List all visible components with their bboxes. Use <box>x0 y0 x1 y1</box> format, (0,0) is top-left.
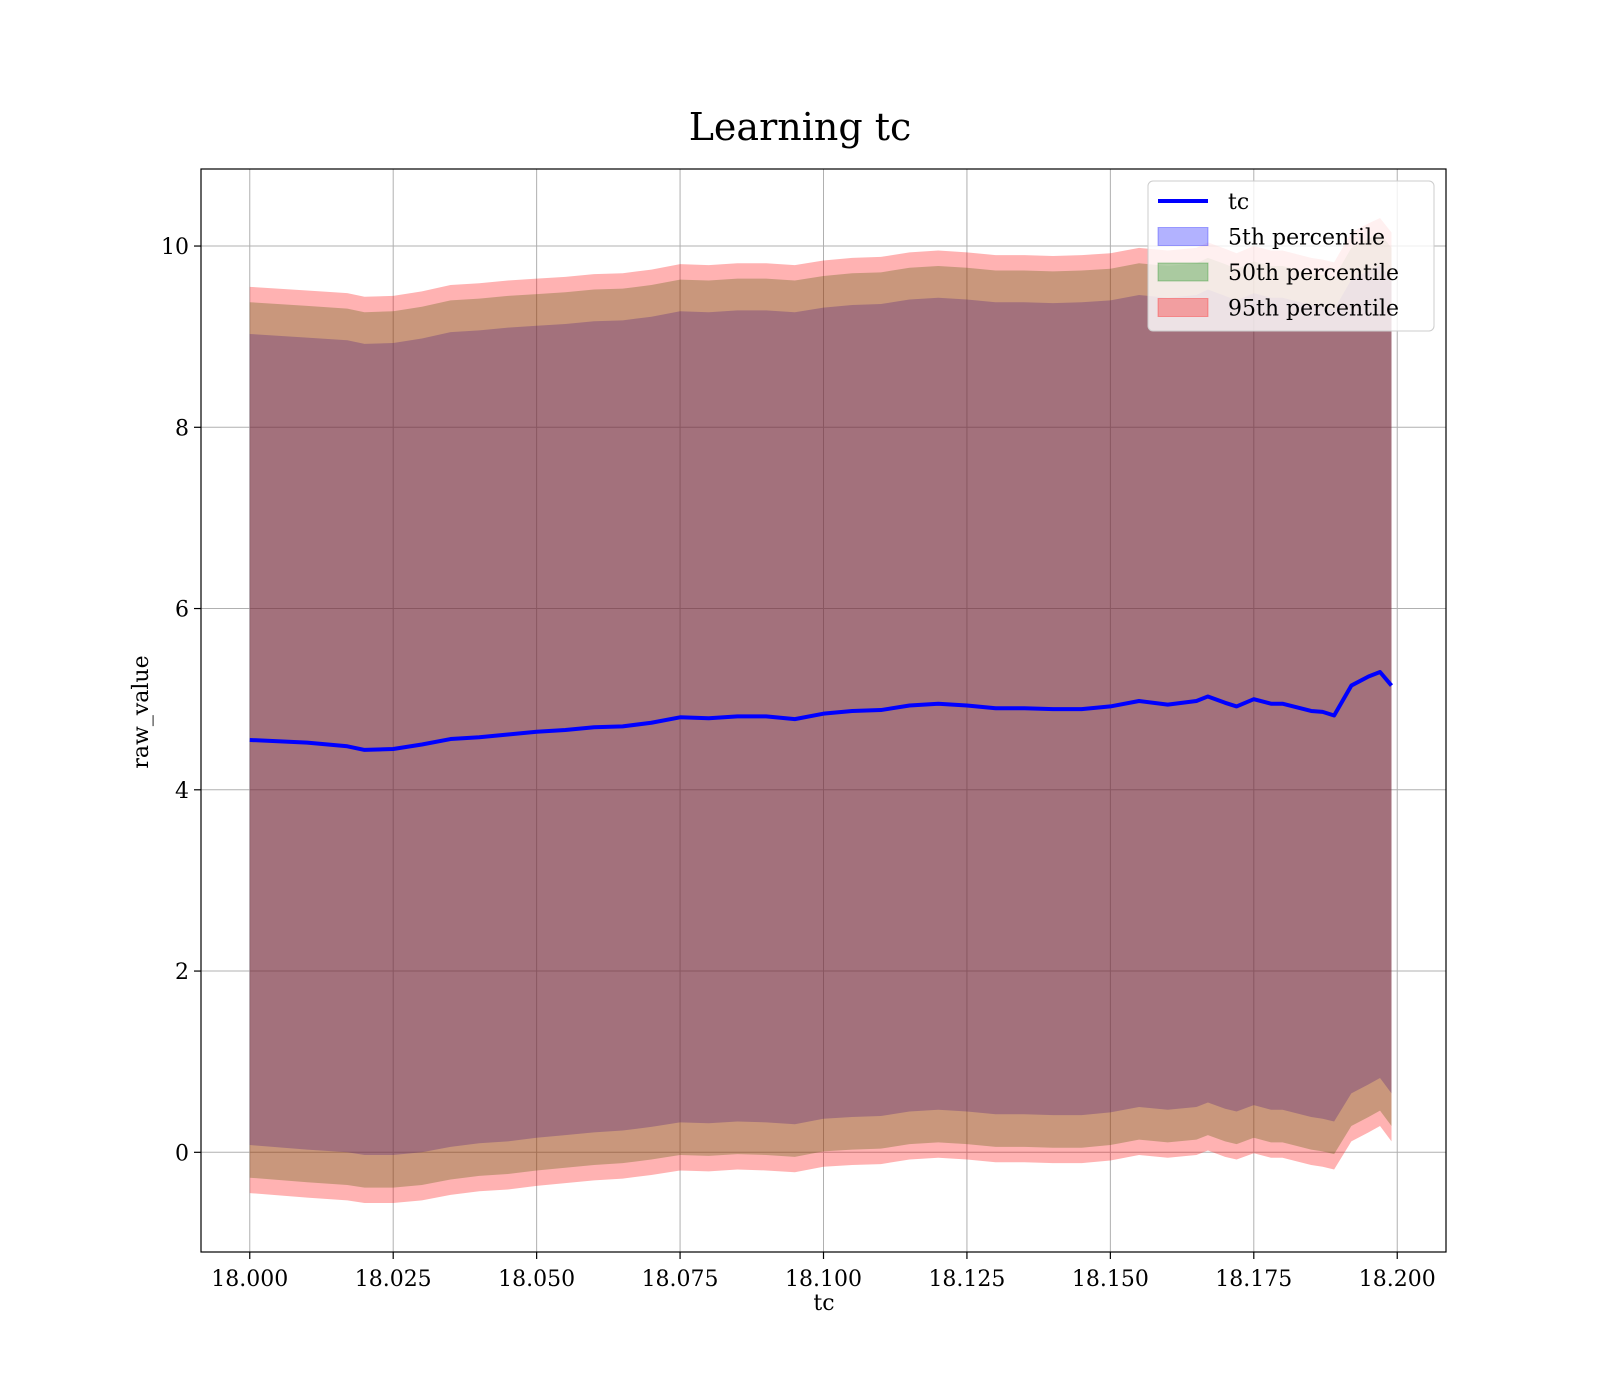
x-tick-label: 18.175 <box>1215 1267 1292 1292</box>
x-tick-label: 18.125 <box>928 1267 1005 1292</box>
x-tick-label: 18.075 <box>642 1267 719 1292</box>
x-tick-label: 18.050 <box>498 1267 575 1292</box>
x-axis-title: tc <box>813 1291 834 1316</box>
legend-label: 50th percentile <box>1228 261 1399 286</box>
x-tick-label: 18.150 <box>1072 1267 1149 1292</box>
y-tick-label: 6 <box>175 598 189 623</box>
x-tick-label: 18.100 <box>785 1267 862 1292</box>
y-tick-label: 10 <box>161 235 189 260</box>
band-95th-percentile <box>249 217 1392 1204</box>
legend-label: tc <box>1228 190 1249 215</box>
legend-swatch-5th-percentile <box>1157 227 1209 246</box>
band-50th-percentile <box>249 233 1392 1188</box>
x-tick-label: 18.025 <box>355 1267 432 1292</box>
y-tick-label: 0 <box>175 1141 189 1166</box>
legend-label: 5th percentile <box>1228 226 1385 251</box>
series-line-tc <box>249 669 1394 752</box>
x-tick-label: 18.200 <box>1359 1267 1436 1292</box>
band-5th-percentile <box>249 265 1392 1156</box>
y-tick-label: 4 <box>175 779 189 804</box>
legend-swatch-95th-percentile <box>1157 298 1209 317</box>
y-axis-title: raw_value <box>129 655 154 768</box>
chart-title: Learning tc <box>689 105 912 149</box>
y-tick-label: 2 <box>175 960 189 985</box>
legend <box>1147 180 1435 332</box>
legend-label: 95th percentile <box>1228 297 1399 322</box>
y-tick-label: 8 <box>175 416 189 441</box>
legend-swatch-50th-percentile <box>1157 262 1209 282</box>
x-tick-label: 18.000 <box>211 1267 288 1292</box>
